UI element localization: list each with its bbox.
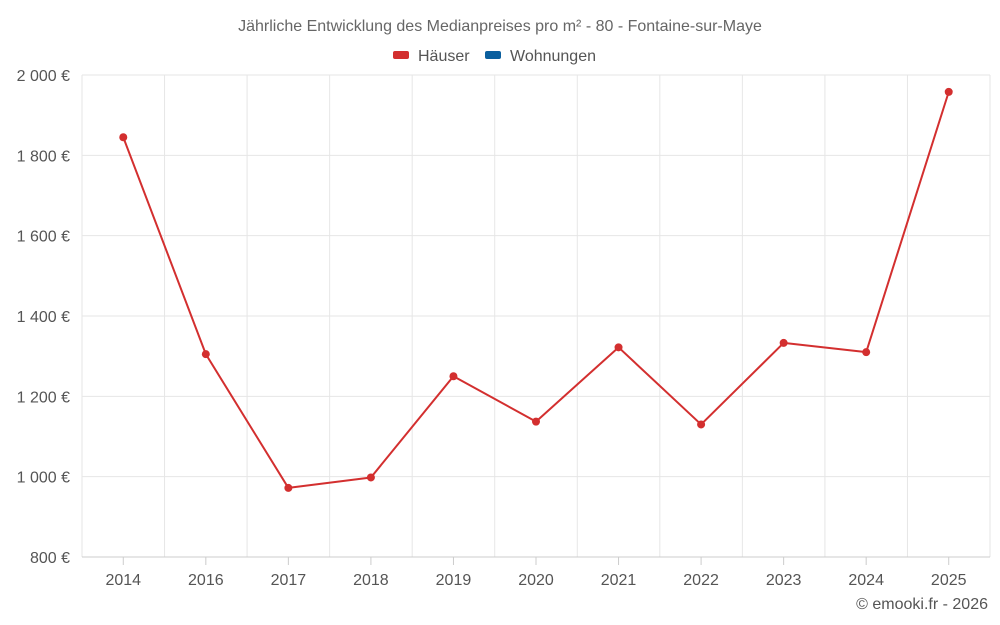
series-haeuser xyxy=(119,87,953,492)
data-point[interactable] xyxy=(201,350,210,359)
data-point[interactable] xyxy=(284,483,293,492)
legend-item-haeuser[interactable]: Häuser xyxy=(393,48,470,65)
legend-swatch-wohnungen xyxy=(485,51,501,59)
x-tick-label: 2019 xyxy=(436,572,472,589)
credit: © emooki.fr - 2026 xyxy=(856,596,988,613)
data-point[interactable] xyxy=(779,338,788,347)
legend: Häuser Wohnungen xyxy=(393,48,596,65)
x-tick-label: 2023 xyxy=(766,572,802,589)
data-point[interactable] xyxy=(119,133,128,142)
grid xyxy=(81,74,991,558)
y-tick-label: 1 000 € xyxy=(17,470,70,487)
x-tick-label: 2024 xyxy=(848,572,884,589)
x-tick-label: 2014 xyxy=(105,572,141,589)
x-tick-label: 2025 xyxy=(931,572,967,589)
y-tick-label: 800 € xyxy=(30,550,70,567)
legend-item-wohnungen[interactable]: Wohnungen xyxy=(485,48,596,65)
x-axis-ticks: 2014 2016 2017 2018 2019 2020 2021 2022 2023 2024… xyxy=(105,557,967,589)
data-point[interactable] xyxy=(449,372,458,381)
data-point[interactable] xyxy=(697,420,706,429)
data-point[interactable] xyxy=(862,348,871,357)
data-point[interactable] xyxy=(944,87,953,96)
y-axis-ticks: 800 € 1 000 € 1 200 € 1 400 € 1 600 € 1 800 €… xyxy=(17,68,70,567)
data-point[interactable] xyxy=(366,473,375,482)
legend-swatch-haeuser xyxy=(393,51,409,59)
x-tick-label: 2022 xyxy=(683,572,719,589)
y-tick-label: 1 400 € xyxy=(17,309,70,326)
x-tick-label: 2016 xyxy=(188,572,224,589)
data-point[interactable] xyxy=(614,343,623,352)
legend-label-wohnungen: Wohnungen xyxy=(510,48,596,65)
y-tick-label: 1 200 € xyxy=(17,389,70,406)
y-tick-label: 1 800 € xyxy=(17,148,70,165)
legend-label-haeuser: Häuser xyxy=(418,48,470,65)
chart-title: Jährliche Entwicklung des Medianpreises … xyxy=(238,18,762,35)
y-tick-label: 1 600 € xyxy=(17,229,70,246)
y-tick-label: 2 000 € xyxy=(17,68,70,85)
data-point[interactable] xyxy=(532,417,540,426)
x-tick-label: 2017 xyxy=(271,572,307,589)
x-tick-label: 2018 xyxy=(353,572,389,589)
x-tick-label: 2021 xyxy=(601,572,637,589)
x-tick-label: 2020 xyxy=(518,572,554,589)
